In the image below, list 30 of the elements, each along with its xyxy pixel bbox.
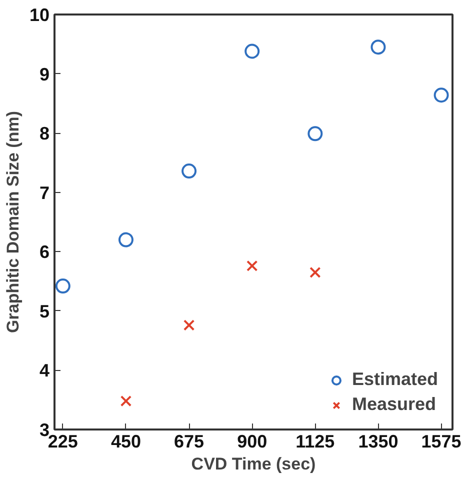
x-axis-title: CVD Time (sec) <box>191 454 316 474</box>
point <box>182 164 197 178</box>
legend-label: Measured <box>352 394 436 415</box>
point <box>183 320 195 331</box>
x-tick-label: 450 <box>110 432 142 452</box>
y-tick-label: 5 <box>39 301 50 322</box>
y-tick-label: 4 <box>39 360 50 381</box>
x-tick-label: 675 <box>174 432 204 452</box>
y-tick-label: 9 <box>39 64 50 84</box>
y-tick-label: 6 <box>39 242 50 262</box>
x-tick-label: 900 <box>237 432 268 452</box>
point <box>310 266 321 278</box>
point <box>55 278 70 294</box>
point <box>244 44 260 59</box>
x-tick-label: 1125 <box>296 432 335 452</box>
y-axis-title: Graphitic Domain Size (nm) <box>3 111 22 333</box>
point <box>118 232 134 248</box>
x-tick-label: 1575 <box>421 432 462 452</box>
y-tick-label: 8 <box>39 124 50 144</box>
y-tick-label: 7 <box>39 182 50 203</box>
x-tick-label: 225 <box>48 432 78 452</box>
point <box>434 88 449 103</box>
legend-label: Estimated <box>352 369 438 390</box>
y-tick-label: 3 <box>39 420 50 440</box>
point <box>246 260 258 272</box>
y-tick-label: 10 <box>29 5 50 25</box>
point <box>370 40 386 55</box>
point <box>308 126 323 142</box>
x-tick-label: 1350 <box>358 432 398 452</box>
point <box>120 395 132 407</box>
